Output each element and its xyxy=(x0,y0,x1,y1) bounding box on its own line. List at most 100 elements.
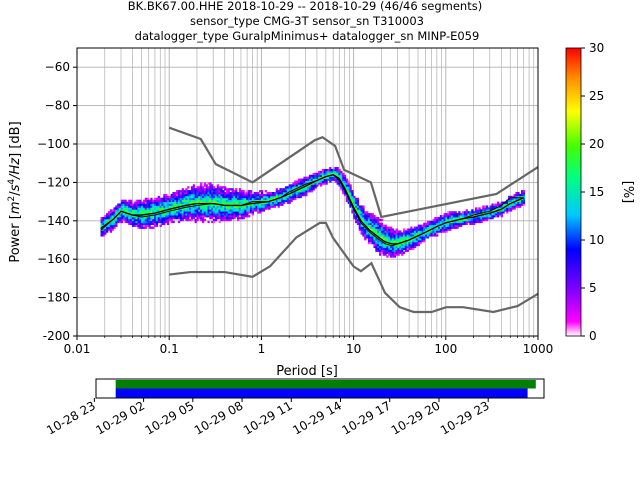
heatmap-cell xyxy=(185,195,188,199)
heatmap-cell xyxy=(177,201,181,204)
heatmap-cell xyxy=(460,216,463,220)
heatmap-cell xyxy=(104,220,107,224)
heatmap-cell xyxy=(340,172,343,176)
heatmap-cell xyxy=(303,190,306,193)
heatmap-cell xyxy=(380,222,384,226)
heatmap-cell xyxy=(349,195,352,199)
heatmap-cell xyxy=(391,228,395,231)
heatmap-cell xyxy=(120,213,124,216)
heatmap-cell xyxy=(141,220,144,224)
heatmap-cell xyxy=(279,197,282,201)
heatmap-cell xyxy=(211,209,214,212)
heatmap-cell xyxy=(211,215,214,218)
heatmap-cell xyxy=(390,251,393,254)
heatmap-cell xyxy=(377,224,380,227)
heatmap-cell xyxy=(150,211,153,214)
heatmap-cell xyxy=(332,178,336,181)
heatmap-cell xyxy=(371,241,374,245)
heatmap-cell xyxy=(183,197,186,201)
heatmap-cell xyxy=(181,216,184,220)
heatmap-cell xyxy=(133,220,136,224)
heatmap-cell xyxy=(356,199,360,202)
heatmap-cell xyxy=(480,216,483,220)
heatmap-cell xyxy=(238,193,242,197)
heatmap-cell xyxy=(371,218,374,222)
heatmap-cell xyxy=(174,213,177,216)
heatmap-cell xyxy=(491,207,494,210)
heatmap-cell xyxy=(273,201,277,204)
heatmap-cell xyxy=(266,201,269,204)
heatmap-cell xyxy=(166,203,170,206)
heatmap-cell xyxy=(390,228,393,231)
heatmap-cell xyxy=(520,199,524,202)
heatmap-cell xyxy=(211,203,214,206)
heatmap-cell xyxy=(126,218,129,222)
heatmap-cell xyxy=(124,220,127,224)
heatmap-cell xyxy=(319,176,323,179)
heatmap-cell xyxy=(148,222,151,226)
heatmap-cell xyxy=(214,218,218,222)
heatmap-cell xyxy=(366,224,369,227)
heatmap-cell xyxy=(100,220,103,224)
heatmap-cell xyxy=(406,249,409,252)
heatmap-cell xyxy=(415,226,419,229)
heatmap-cell xyxy=(144,222,148,226)
heatmap-cell xyxy=(207,186,210,189)
heatmap-cell xyxy=(209,193,212,197)
heatmap-cell xyxy=(128,220,131,224)
x-tick-label: 10 xyxy=(346,342,361,356)
heatmap-cell xyxy=(449,213,452,216)
heatmap-cell xyxy=(296,190,299,193)
heatmap-cell xyxy=(439,230,443,233)
heatmap-cell xyxy=(209,211,212,214)
heatmap-cell xyxy=(118,215,122,218)
heatmap-cell xyxy=(154,216,157,220)
heatmap-cell xyxy=(135,213,138,216)
heatmap-cell xyxy=(349,203,352,206)
heatmap-cell xyxy=(377,247,380,250)
heatmap-cell xyxy=(131,213,135,216)
heatmap-cell xyxy=(292,193,295,197)
heatmap-cell xyxy=(426,222,430,226)
heatmap-cell xyxy=(233,195,236,199)
heatmap-cell xyxy=(192,211,195,214)
heatmap-cell xyxy=(421,240,424,243)
heatmap-cell xyxy=(342,182,345,185)
heatmap-cell xyxy=(231,199,234,202)
heatmap-cell xyxy=(198,215,201,218)
heatmap-cell xyxy=(380,232,384,235)
heatmap-cell xyxy=(216,201,219,204)
heatmap-cell xyxy=(214,192,218,195)
timeline-tick-label: 10-29 11 xyxy=(241,398,295,437)
heatmap-cell xyxy=(393,240,396,243)
heatmap-cell xyxy=(441,220,444,224)
heatmap-cell xyxy=(519,195,522,199)
heatmap-cell xyxy=(299,188,302,191)
heatmap-cell xyxy=(262,199,266,202)
heatmap-cell xyxy=(338,176,341,179)
heatmap-cell xyxy=(229,203,232,206)
heatmap-cell xyxy=(360,213,363,216)
heatmap-cell xyxy=(236,215,240,218)
heatmap-cell xyxy=(196,188,199,191)
colorbar-tick-label: 10 xyxy=(589,233,604,247)
heatmap-cell xyxy=(168,218,172,222)
heatmap-cell xyxy=(436,220,439,224)
heatmap-cell xyxy=(113,211,116,214)
heatmap-cell xyxy=(224,199,227,202)
heatmap-cell xyxy=(131,209,135,212)
heatmap-cell xyxy=(401,234,404,237)
heatmap-cell xyxy=(172,201,175,204)
x-tick-label: 0.01 xyxy=(64,342,91,356)
heatmap-cell xyxy=(382,247,385,250)
heatmap-cell xyxy=(172,193,175,197)
heatmap-cell xyxy=(343,182,347,185)
heatmap-cell xyxy=(489,213,492,216)
heatmap-cell xyxy=(386,236,389,239)
heatmap-cell xyxy=(190,215,194,218)
heatmap-cell xyxy=(192,213,195,216)
heatmap-cell xyxy=(327,178,330,181)
heatmap-cell xyxy=(198,209,201,212)
heatmap-cell xyxy=(216,211,219,214)
heatmap-cell xyxy=(150,205,153,208)
